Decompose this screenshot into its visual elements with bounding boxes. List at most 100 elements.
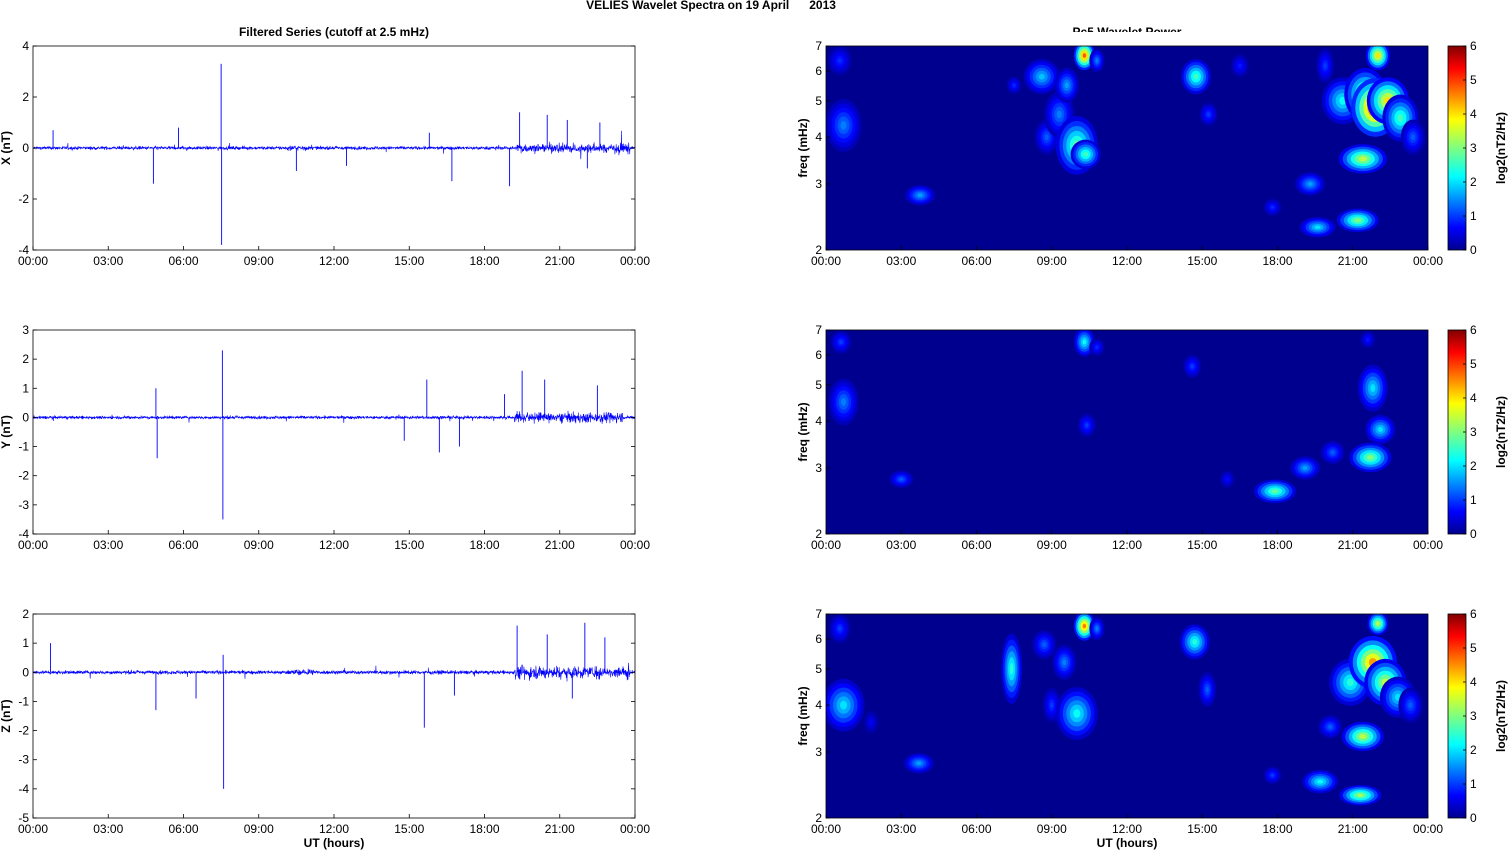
power-blob bbox=[1193, 73, 1199, 80]
colorbar-tick-label: 1 bbox=[1470, 777, 1477, 791]
x-tick-label: 09:00 bbox=[1037, 254, 1067, 268]
x-tick-label: 15:00 bbox=[1187, 538, 1217, 552]
y-tick-label: -3 bbox=[18, 753, 29, 767]
colorbar-label: log2(nT2/Hz) bbox=[1494, 680, 1508, 752]
colorbar-tick-label: 0 bbox=[1470, 811, 1477, 825]
y-tick-label: 3 bbox=[815, 745, 822, 759]
y-tick-label: -2 bbox=[18, 724, 29, 738]
power-blob bbox=[1095, 626, 1099, 631]
power-blob bbox=[1044, 134, 1049, 141]
power-blob bbox=[841, 398, 847, 406]
x-tick-label: 18:00 bbox=[1262, 822, 1292, 836]
power-blob bbox=[838, 626, 842, 632]
x-tick-label: 12:00 bbox=[1112, 254, 1142, 268]
power-blob bbox=[1062, 659, 1067, 666]
power-blob bbox=[1190, 364, 1194, 369]
y-tick-label: 2 bbox=[815, 243, 822, 257]
figure-suptitle: VELIES Wavelet Spectra on 19 April 2013 bbox=[586, 0, 836, 12]
power-blob bbox=[1356, 793, 1364, 797]
power-blob bbox=[1042, 642, 1047, 648]
data-trace bbox=[32, 410, 636, 424]
power-blob bbox=[1012, 83, 1016, 87]
mask bbox=[1428, 330, 1448, 534]
power-blob bbox=[1192, 638, 1198, 645]
y-tick-label: 1 bbox=[22, 636, 29, 650]
power-blob bbox=[1050, 702, 1054, 709]
y-tick-label: 5 bbox=[815, 662, 822, 676]
timeseries-panel-2: -4 -3 -2 -1 0 1 2 3 00:00 03:00 06:00 09:00 12:00 15:… bbox=[0, 323, 650, 552]
x-tick-label: 00:00 bbox=[18, 254, 48, 268]
y-tick-label: 1 bbox=[22, 381, 29, 395]
mask bbox=[766, 250, 1438, 275]
power-blob bbox=[1082, 53, 1087, 59]
colorbar-tick-label: 3 bbox=[1470, 141, 1477, 155]
y-tick-label: -4 bbox=[18, 782, 29, 796]
y-tick-label: 2 bbox=[22, 352, 29, 366]
plot-area bbox=[33, 330, 635, 534]
x-tick-label: 21:00 bbox=[545, 822, 575, 836]
x-tick-label: 12:00 bbox=[1112, 822, 1142, 836]
x-tick-label: 00:00 bbox=[620, 538, 650, 552]
y-tick-label: -3 bbox=[18, 498, 29, 512]
y-axis-label: freq (mHz) bbox=[796, 686, 810, 745]
mask bbox=[766, 600, 1438, 614]
power-blob bbox=[1270, 773, 1274, 777]
x-tick-label: 00:00 bbox=[811, 538, 841, 552]
y-tick-label: 4 bbox=[22, 39, 29, 53]
power-blob bbox=[1095, 58, 1099, 63]
power-blob bbox=[1009, 662, 1014, 675]
colorbar-tick-label: 0 bbox=[1470, 527, 1477, 541]
power-blob bbox=[916, 761, 922, 765]
mask bbox=[806, 330, 826, 534]
x-tick-label: 00:00 bbox=[811, 822, 841, 836]
wavelet-panel-2: 2 3 4 5 6 7 00:00 03:00 06:00 09:00 12:00 15:00 18:0… bbox=[766, 316, 1508, 559]
x-tick-label: 18:00 bbox=[469, 538, 499, 552]
colorbar-tick-label: 4 bbox=[1470, 675, 1477, 689]
power-blob bbox=[1376, 621, 1380, 626]
mask bbox=[766, 316, 1438, 330]
x-tick-label: 12:00 bbox=[319, 538, 349, 552]
y-tick-label: 7 bbox=[815, 607, 822, 621]
mask bbox=[806, 46, 826, 250]
power-blob bbox=[1095, 345, 1099, 349]
colorbar-tick-label: 2 bbox=[1470, 175, 1477, 189]
x-tick-label: 00:00 bbox=[18, 538, 48, 552]
x-tick-label: 21:00 bbox=[1338, 254, 1368, 268]
x-tick-label: 09:00 bbox=[244, 254, 274, 268]
x-tick-label: 18:00 bbox=[1262, 254, 1292, 268]
y-tick-label: 4 bbox=[815, 414, 822, 428]
y-tick-label: -1 bbox=[18, 694, 29, 708]
x-tick-label: 03:00 bbox=[886, 254, 916, 268]
x-tick-label: 09:00 bbox=[244, 538, 274, 552]
data-trace bbox=[32, 662, 636, 682]
x-tick-label: 06:00 bbox=[961, 254, 991, 268]
y-tick-label: 3 bbox=[815, 177, 822, 191]
power-blob bbox=[1056, 110, 1062, 119]
y-tick-label: 3 bbox=[815, 461, 822, 475]
power-blob bbox=[1358, 156, 1367, 162]
y-tick-label: -5 bbox=[18, 811, 29, 825]
colorbar-tick-label: 2 bbox=[1470, 743, 1477, 757]
y-tick-label: 2 bbox=[22, 90, 29, 104]
y-tick-label: 5 bbox=[815, 378, 822, 392]
x-tick-label: 03:00 bbox=[93, 254, 123, 268]
y-tick-label: 0 bbox=[22, 141, 29, 155]
power-blob bbox=[1238, 63, 1242, 68]
power-blob bbox=[1083, 151, 1089, 157]
mask bbox=[1428, 614, 1448, 818]
x-tick-label: 18:00 bbox=[469, 254, 499, 268]
colorbar-tick-label: 5 bbox=[1470, 641, 1477, 655]
x-tick-label: 21:00 bbox=[1338, 822, 1368, 836]
power-blob bbox=[1366, 455, 1374, 460]
data-trace bbox=[32, 130, 636, 160]
x-tick-label: 06:00 bbox=[168, 538, 198, 552]
power-blob bbox=[1317, 779, 1324, 784]
y-tick-label: -2 bbox=[18, 192, 29, 206]
mask bbox=[1428, 46, 1448, 250]
power-blob bbox=[1328, 724, 1333, 729]
wavelet-panel-1: 2 3 4 5 6 7 00:00 03:00 06:00 09:00 12:00 15:00 18:0… bbox=[766, 32, 1508, 275]
y-tick-label: 4 bbox=[815, 130, 822, 144]
power-blob bbox=[1073, 709, 1081, 718]
power-blob bbox=[1270, 205, 1274, 209]
x-axis-label-left: UT (hours) bbox=[304, 836, 365, 850]
